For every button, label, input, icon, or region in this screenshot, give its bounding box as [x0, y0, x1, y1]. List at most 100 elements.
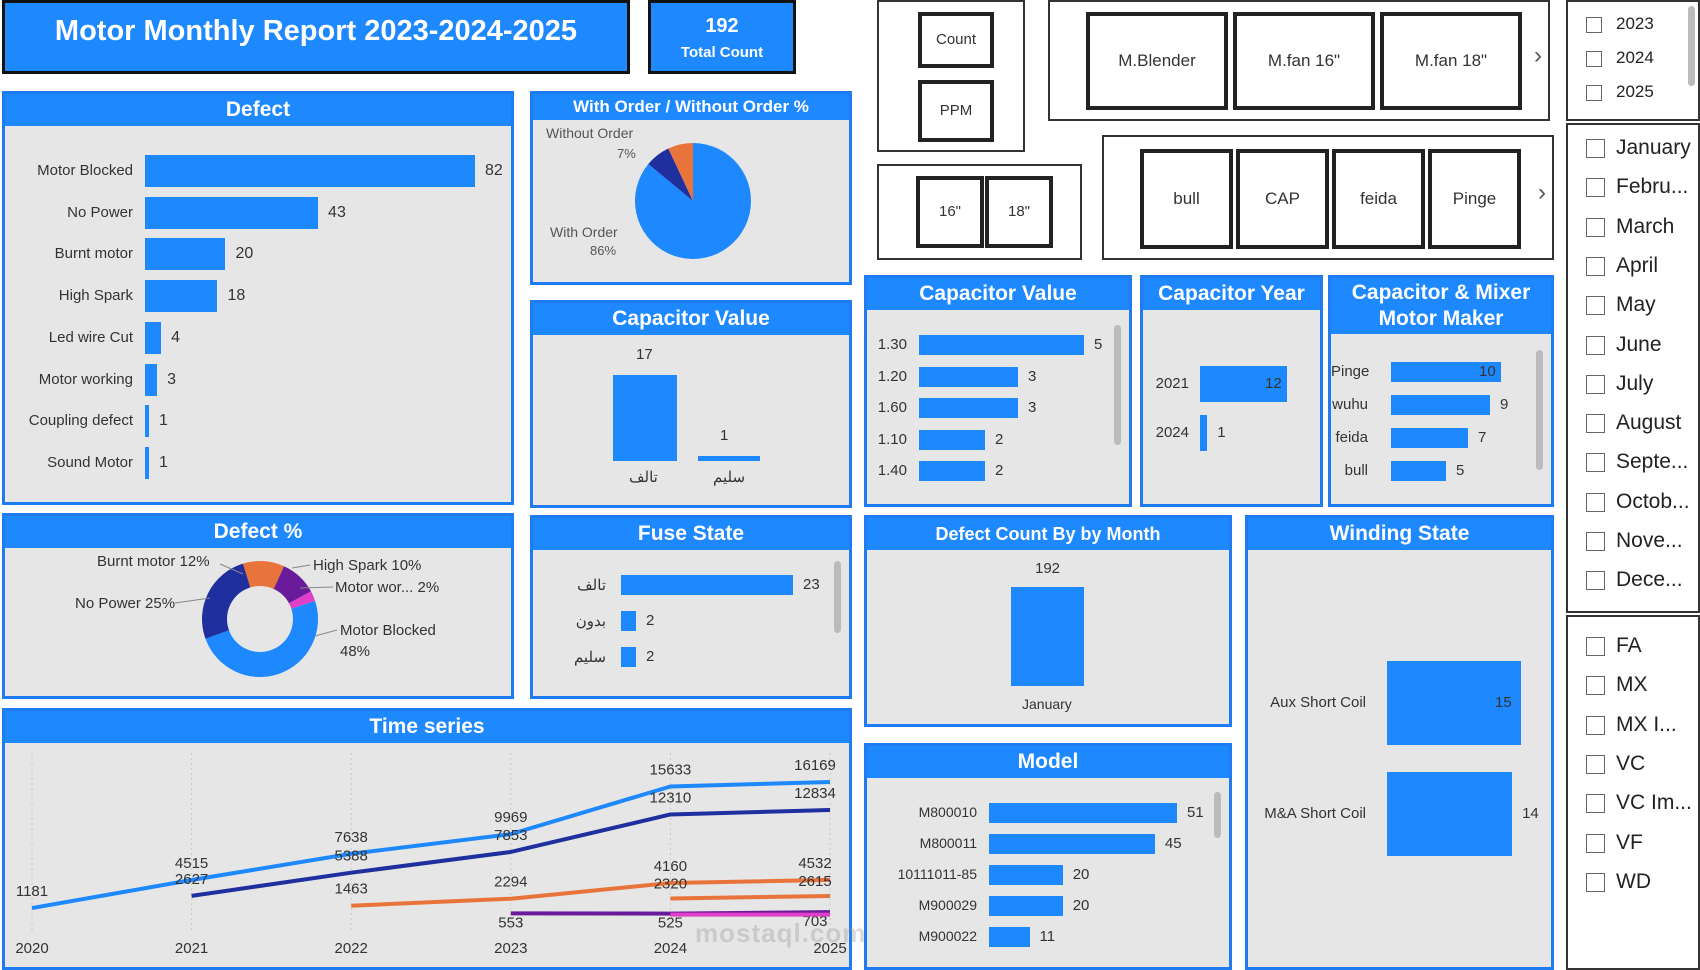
ts-series-line-3 — [670, 894, 831, 901]
winding-bar-0 — [1387, 661, 1521, 745]
month_slicer-checkbox-6[interactable] — [1586, 374, 1605, 394]
defect-cat-label-6: Coupling defect — [28, 412, 133, 430]
product-next-chevron-icon[interactable]: › — [1534, 42, 1542, 69]
defect-donut-chart — [202, 561, 318, 678]
maker-bull-button[interactable]: bull — [1140, 149, 1233, 249]
type_slicer-checkbox-5[interactable] — [1586, 833, 1605, 853]
maker-feida-button[interactable]: feida — [1332, 149, 1425, 249]
type_slicer-checkbox-1[interactable] — [1586, 676, 1605, 696]
month_slicer-checkbox-0[interactable] — [1586, 139, 1605, 158]
model-bar-1 — [989, 834, 1155, 854]
cap_year-value-1: 1 — [1217, 424, 1226, 441]
product-mblender-button[interactable]: M.Blender — [1086, 12, 1228, 110]
cap-value2-panel: Capacitor Value 1.30 5 1.20 3 1.60 3 1.10 2 1.40… — [864, 275, 1132, 507]
maker-cat-label-0: Pinge — [1331, 363, 1370, 380]
model-bar-2 — [989, 865, 1063, 885]
model-scrollbar[interactable] — [1214, 792, 1221, 838]
winding-value-1: 14 — [1522, 805, 1539, 822]
month_slicer-checkbox-9[interactable] — [1586, 492, 1605, 512]
month_slicer-checkbox-10[interactable] — [1586, 532, 1605, 551]
product-mfan18-button[interactable]: M.fan 18" — [1380, 12, 1522, 110]
month_slicer-checkbox-7[interactable] — [1586, 414, 1605, 434]
cap_value_2-bar-3 — [919, 429, 985, 450]
year_slicer-checkbox-2[interactable] — [1586, 85, 1602, 101]
cap_year-bar-0 — [1200, 366, 1287, 402]
measure-ppm-button[interactable]: PPM — [918, 80, 994, 142]
ts-xlabel-0: 2020 — [15, 940, 48, 957]
month_slicer-checkbox-2[interactable] — [1586, 217, 1605, 237]
model-cat-label-0: M800010 — [918, 804, 977, 820]
type_slicer-checkbox-4[interactable] — [1586, 794, 1605, 814]
year-scrollbar[interactable] — [1688, 6, 1695, 86]
maker-cap-button[interactable]: CAP — [1236, 149, 1329, 249]
month_slicer-checkbox-8[interactable] — [1586, 453, 1605, 473]
defect-pct-title: Defect % — [5, 516, 511, 548]
ts-series-line-0 — [31, 779, 831, 911]
fuse-value-1: 2 — [645, 612, 655, 629]
month_slicer-label-5: June — [1616, 332, 1662, 356]
maker-cat-label-2: feida — [1335, 429, 1368, 446]
winding-cat-label-0: Aux Short Coil — [1270, 694, 1366, 711]
type_slicer-checkbox-3[interactable] — [1586, 754, 1605, 774]
defect-bar-0 — [145, 155, 475, 187]
month_slicer-checkbox-11[interactable] — [1586, 571, 1605, 591]
measure-count-button[interactable]: Count — [918, 12, 994, 68]
defect-value-0: 82 — [485, 162, 503, 179]
maker-bar-1 — [1391, 395, 1490, 415]
ts-data-label-3-4: 2320 — [654, 875, 687, 892]
type_slicer-label-5: VF — [1616, 830, 1643, 854]
winding-value-0: 15 — [1495, 694, 1512, 711]
defect-cat-label-5: Motor working — [38, 370, 133, 388]
ts-data-label-1-5: 12834 — [794, 785, 836, 802]
type_slicer-checkbox-6[interactable] — [1586, 872, 1605, 892]
fuse-bar-1 — [621, 611, 636, 631]
month_slicer-checkbox-5[interactable] — [1586, 335, 1605, 355]
model-value-4: 11 — [1039, 928, 1056, 945]
fuse-scrollbar[interactable] — [834, 561, 841, 633]
cap_value_2-cat-label-0: 1.30 — [877, 336, 907, 353]
product-mfan16-button[interactable]: M.fan 16" — [1233, 12, 1375, 110]
month-chart-value: 192 — [1035, 560, 1061, 577]
ts-data-label-0-4: 15633 — [650, 761, 692, 778]
total-count-card: 192 Total Count — [648, 0, 796, 74]
type_slicer-checkbox-0[interactable] — [1586, 637, 1605, 656]
cap_value_1-value-0: 17 — [636, 346, 653, 363]
cap_value_2-cat-label-2: 1.60 — [877, 399, 907, 416]
without-order-label: Without Order — [546, 125, 634, 141]
winding-panel: Winding State Aux Short Coil 15 M&A Short … — [1245, 515, 1554, 970]
ts-xlabel-5: 2025 — [813, 940, 846, 957]
type_slicer-checkbox-2[interactable] — [1586, 715, 1605, 735]
type-slicer: FA MX MX I... VC VC Im... VF WD — [1566, 615, 1700, 970]
cap-value2-scrollbar[interactable] — [1114, 325, 1121, 445]
fuse-cat-label-1: بدون — [575, 613, 606, 630]
cap-value2-title: Capacitor Value — [867, 278, 1129, 310]
size-18-button[interactable]: 18" — [985, 176, 1053, 248]
defect-value-4: 4 — [171, 328, 180, 346]
month-chart-panel: Defect Count By by Month 192 January — [864, 515, 1232, 727]
model-value-0: 51 — [1187, 804, 1204, 821]
month-chart-label: January — [1022, 696, 1072, 712]
defect-bar-4 — [145, 321, 162, 354]
maker-slicer: bull CAP feida Pinge › — [1102, 135, 1554, 260]
model-value-1: 45 — [1164, 835, 1182, 852]
cap_value_2-cat-label-1: 1.20 — [877, 367, 907, 385]
month-chart-bar — [1011, 587, 1084, 686]
maker-pinge-button[interactable]: Pinge — [1428, 149, 1521, 249]
winding-bar-1 — [1387, 772, 1513, 856]
report-title-box: Motor Monthly Report 2023-2024-2025 — [2, 0, 630, 74]
cap_value_2-cat-label-3: 1.10 — [877, 430, 907, 448]
ts-series-line-1 — [191, 808, 831, 898]
year_slicer-checkbox-1[interactable] — [1586, 51, 1602, 67]
month_slicer-checkbox-4[interactable] — [1586, 296, 1605, 316]
size-16-button[interactable]: 16" — [916, 176, 984, 248]
maker-next-chevron-icon[interactable]: › — [1538, 179, 1546, 206]
month_slicer-checkbox-1[interactable] — [1586, 178, 1605, 198]
cap_value_2-value-1: 3 — [1028, 367, 1037, 385]
cap_value_2-bar-4 — [919, 461, 985, 481]
fuse-bar-0 — [621, 575, 793, 595]
order-pie-chart — [635, 143, 751, 259]
month_slicer-checkbox-3[interactable] — [1586, 256, 1605, 276]
year_slicer-checkbox-0[interactable] — [1586, 17, 1602, 33]
maker-scrollbar[interactable] — [1536, 350, 1543, 470]
model-bar-0 — [989, 803, 1177, 823]
